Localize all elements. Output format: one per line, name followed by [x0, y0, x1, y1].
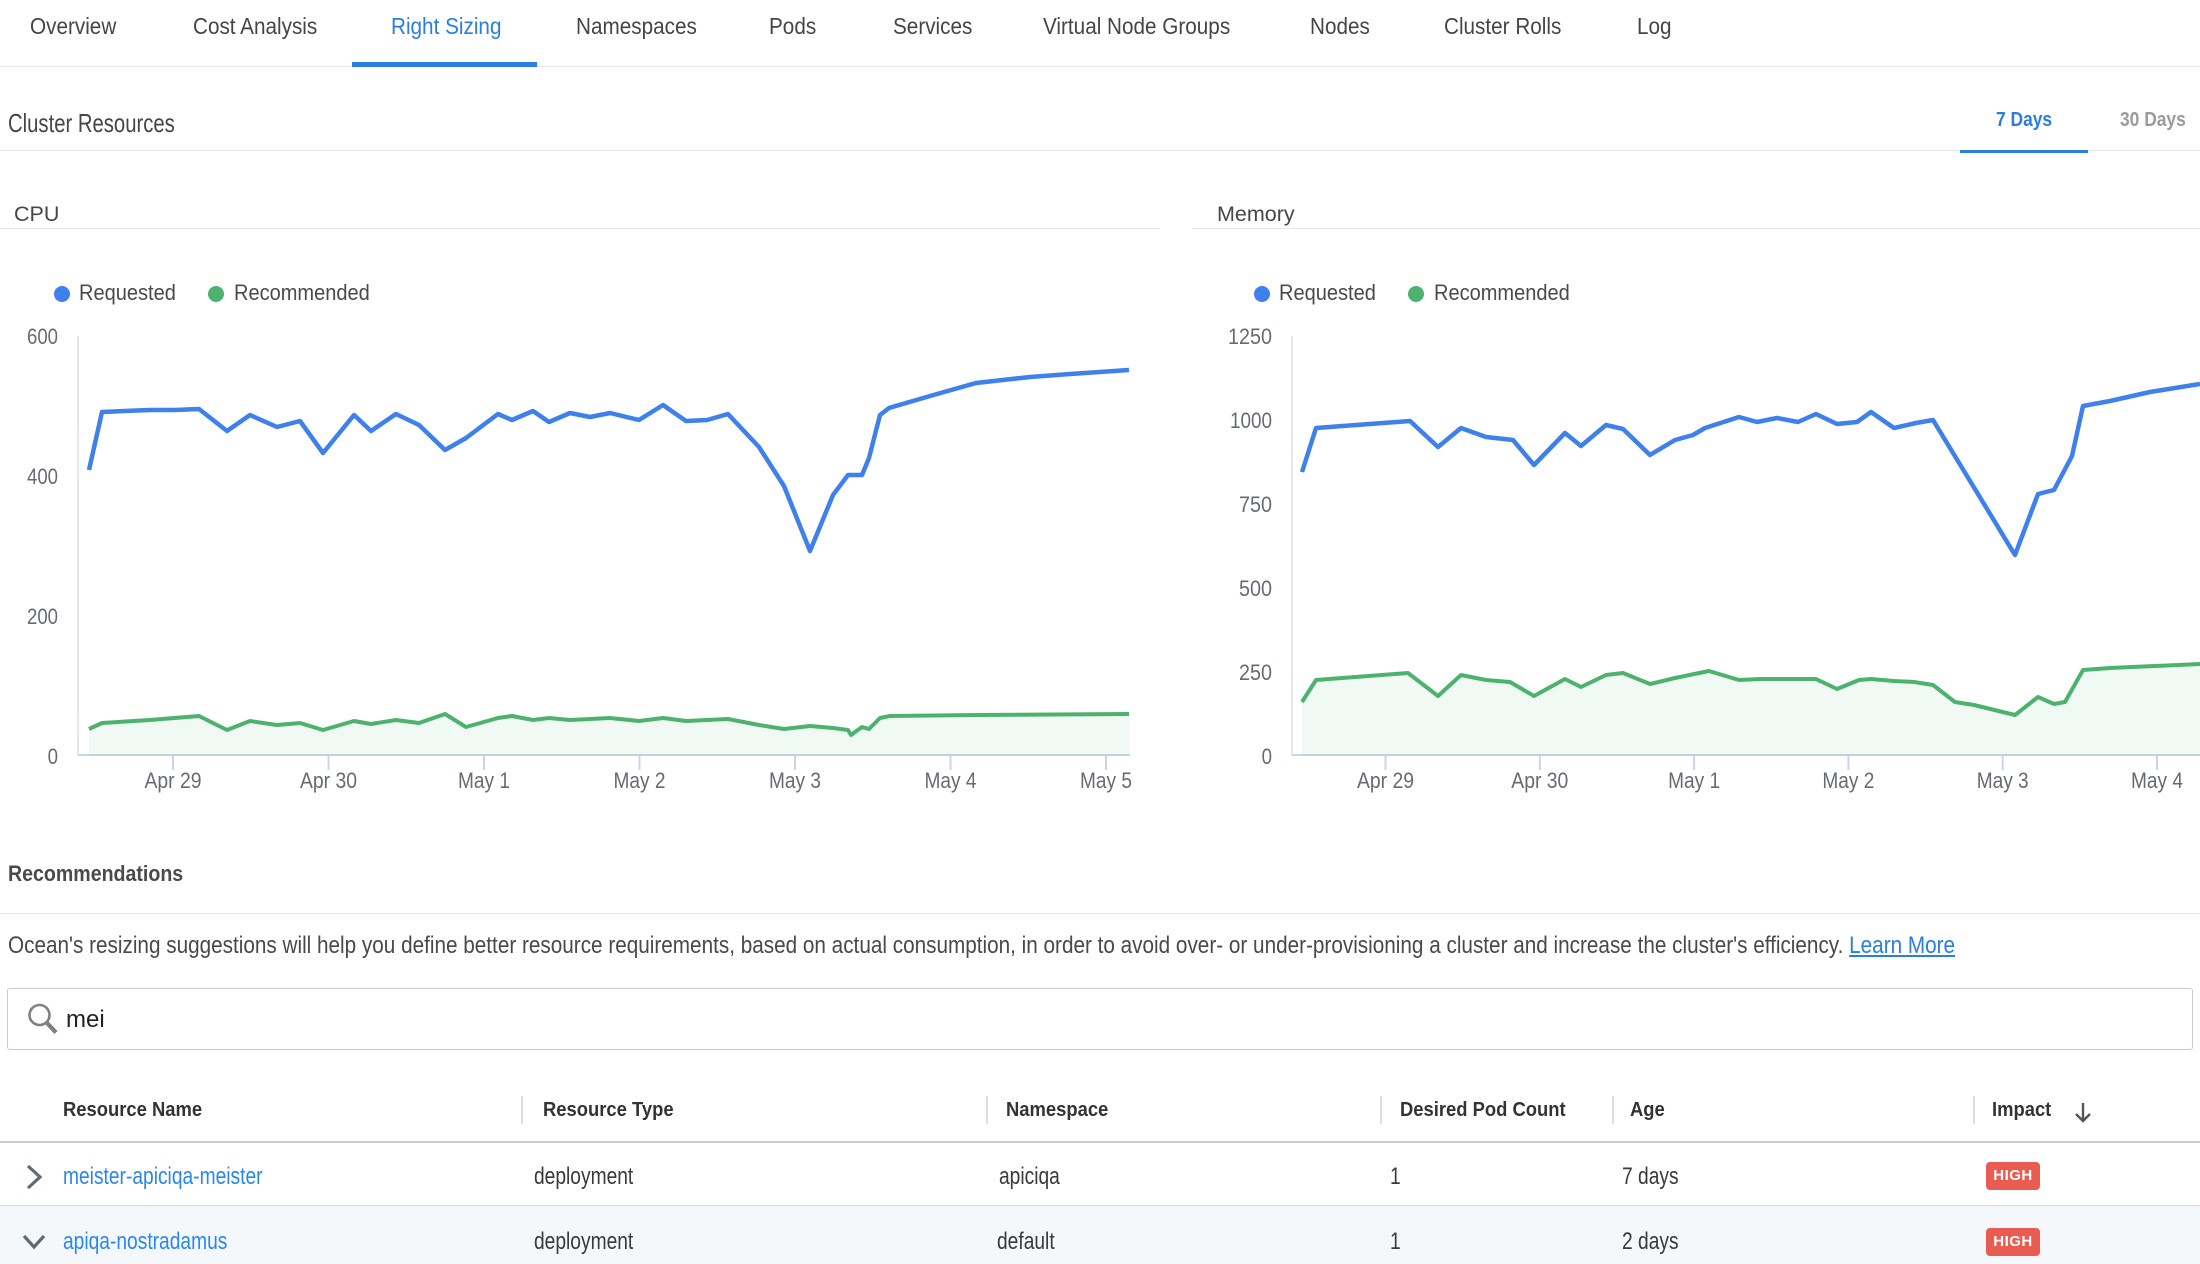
svg-text:May 4: May 4 [2131, 768, 2183, 793]
svg-text:400: 400 [27, 464, 58, 489]
svg-text:250: 250 [1239, 660, 1272, 685]
svg-text:750: 750 [1239, 492, 1272, 517]
svg-text:May 2: May 2 [1822, 768, 1874, 793]
svg-text:May 1: May 1 [1668, 768, 1720, 793]
svg-text:200: 200 [27, 604, 58, 629]
svg-text:Apr 30: Apr 30 [1511, 768, 1568, 793]
svg-text:May 1: May 1 [458, 768, 510, 793]
svg-text:0: 0 [48, 744, 58, 769]
svg-text:Apr 29: Apr 29 [1357, 768, 1414, 793]
svg-text:May 3: May 3 [769, 768, 821, 793]
svg-text:Apr 30: Apr 30 [300, 768, 357, 793]
svg-text:500: 500 [1239, 576, 1272, 601]
svg-text:May 4: May 4 [925, 768, 977, 793]
svg-text:1000: 1000 [1230, 408, 1272, 433]
svg-text:May 2: May 2 [614, 768, 666, 793]
svg-text:0: 0 [1262, 744, 1272, 769]
svg-text:May 3: May 3 [1977, 768, 2029, 793]
svg-text:1250: 1250 [1228, 324, 1272, 349]
svg-text:Apr 29: Apr 29 [145, 768, 202, 793]
svg-text:600: 600 [27, 324, 58, 349]
svg-text:May 5: May 5 [1080, 768, 1132, 793]
